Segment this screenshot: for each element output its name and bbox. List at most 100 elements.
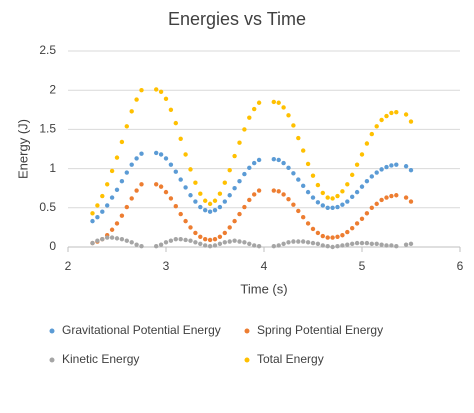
point xyxy=(232,218,237,224)
point xyxy=(354,240,360,246)
point xyxy=(291,202,296,207)
point xyxy=(227,167,232,173)
point xyxy=(335,204,340,210)
point xyxy=(237,239,242,244)
point xyxy=(207,209,213,214)
point xyxy=(271,156,276,162)
point xyxy=(193,240,198,245)
point xyxy=(124,170,129,175)
point xyxy=(315,230,321,236)
point xyxy=(129,240,134,245)
point xyxy=(296,135,301,141)
point xyxy=(330,244,335,250)
point xyxy=(389,243,394,248)
point xyxy=(183,152,188,157)
point xyxy=(203,198,208,203)
point xyxy=(212,243,218,248)
point xyxy=(154,244,159,249)
point xyxy=(119,178,125,184)
point xyxy=(198,234,203,240)
point xyxy=(95,238,100,243)
x-tick-label: 3 xyxy=(163,259,170,273)
point xyxy=(256,244,262,249)
point xyxy=(340,243,345,248)
point xyxy=(301,183,306,189)
point xyxy=(217,241,223,247)
point xyxy=(325,244,330,249)
legend-label: Total Energy xyxy=(257,352,324,366)
point xyxy=(183,185,188,190)
point xyxy=(369,241,374,247)
point xyxy=(193,199,198,204)
point xyxy=(168,107,174,113)
point xyxy=(129,109,134,114)
point xyxy=(168,196,174,201)
point xyxy=(183,218,188,224)
legend-marker xyxy=(244,328,250,334)
point xyxy=(384,243,389,248)
point xyxy=(227,225,232,230)
point xyxy=(320,243,325,248)
point xyxy=(281,192,286,197)
point xyxy=(345,229,350,235)
point xyxy=(291,123,296,128)
point xyxy=(291,239,296,244)
point xyxy=(315,200,321,205)
point xyxy=(379,242,384,247)
point xyxy=(315,241,321,247)
point xyxy=(350,194,355,200)
point xyxy=(389,163,394,168)
point xyxy=(296,208,301,214)
point xyxy=(296,239,301,244)
point xyxy=(203,236,208,242)
point xyxy=(320,203,325,208)
point xyxy=(379,117,384,123)
point xyxy=(252,160,257,166)
chart-title: Energies vs Time xyxy=(168,9,306,29)
point xyxy=(247,115,252,120)
point xyxy=(109,195,115,200)
point xyxy=(252,106,257,112)
point xyxy=(330,196,335,201)
point xyxy=(374,124,379,129)
point xyxy=(359,240,365,246)
point xyxy=(247,241,252,247)
x-tick-label: 6 xyxy=(457,259,464,273)
point xyxy=(124,124,129,129)
legend-label: Kinetic Energy xyxy=(62,352,139,366)
point xyxy=(178,211,183,217)
point xyxy=(154,87,159,92)
point xyxy=(163,189,169,195)
point xyxy=(232,153,237,159)
point xyxy=(276,100,281,105)
point xyxy=(188,225,193,230)
y-tick-label: 0 xyxy=(49,239,56,253)
point xyxy=(252,192,257,197)
x-tick-label: 5 xyxy=(359,259,366,273)
point xyxy=(163,240,169,245)
point xyxy=(222,180,227,185)
point xyxy=(173,120,178,126)
point xyxy=(222,199,227,204)
point xyxy=(247,197,252,203)
point xyxy=(256,100,262,105)
point xyxy=(100,193,105,199)
point xyxy=(178,136,183,142)
point xyxy=(369,205,374,210)
point xyxy=(389,110,394,116)
point xyxy=(286,240,291,245)
point xyxy=(384,113,389,119)
point xyxy=(350,172,355,178)
point xyxy=(100,209,105,214)
point xyxy=(286,113,291,118)
point xyxy=(305,221,311,226)
point xyxy=(119,213,125,218)
point xyxy=(364,141,370,146)
point xyxy=(90,218,95,224)
point xyxy=(227,239,232,244)
point xyxy=(354,162,360,167)
point xyxy=(154,182,159,187)
point xyxy=(154,150,159,156)
point xyxy=(408,241,414,247)
